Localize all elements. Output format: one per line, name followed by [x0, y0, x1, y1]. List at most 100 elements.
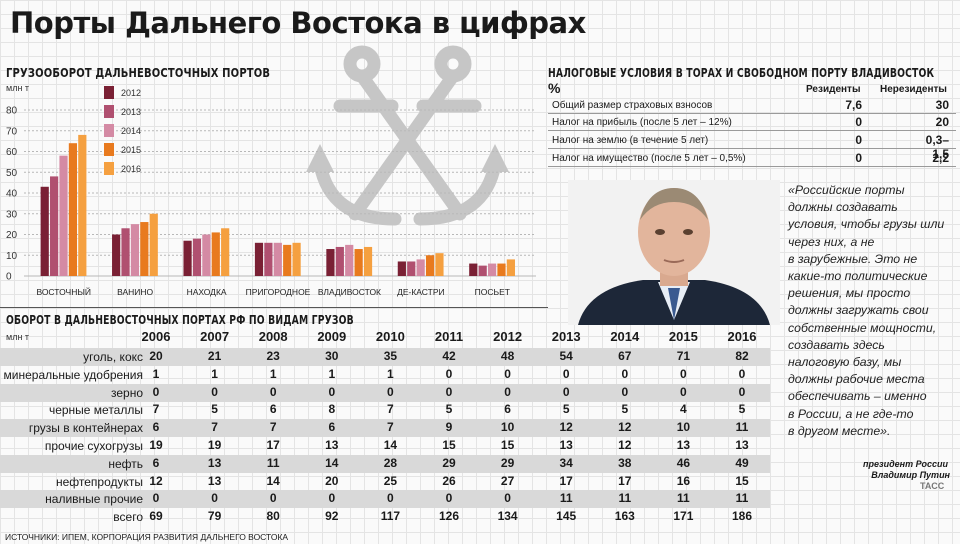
chart-x-labels: ВОСТОЧНЫЙ ВАНИНО НАХОДКА ПРИГОРОДНОЕ ВЛАДИВО… [36, 286, 509, 297]
chart-y-ticks: 0 10 20 30 40 50 60 70 80 [6, 106, 18, 283]
table-cell: 1 [269, 366, 277, 381]
table-cell: 30 [325, 349, 339, 363]
bar [354, 249, 363, 276]
bar [345, 244, 354, 276]
legend-swatch [104, 105, 114, 118]
quote-line: должны рабочие места [788, 372, 925, 387]
table-cell: 5 [621, 402, 629, 417]
table-cell: 1 [211, 366, 218, 381]
table-cell: 12 [618, 438, 632, 452]
table-cell: 7 [387, 420, 394, 435]
bar [40, 186, 49, 276]
tax-row-nonresidents: 20 [935, 115, 949, 129]
table-cell: 17 [559, 473, 573, 488]
table-cell: 0 [504, 384, 511, 399]
legend-swatch [104, 86, 114, 99]
bar [283, 244, 292, 276]
table-cell: 6 [269, 402, 277, 417]
table-cell: 1 [328, 366, 336, 381]
tax-row-label: Налог на имущество (после 5 лет – 0,5%) [552, 153, 746, 164]
tax-row-label: Общий размер страховых взносов [552, 100, 713, 111]
table-cell: 6 [152, 455, 160, 470]
bar [264, 242, 273, 276]
table-cell: 163 [614, 509, 635, 524]
quote-line: через них, а не [788, 234, 875, 249]
table-cell: 12 [149, 473, 163, 488]
divider [0, 307, 548, 308]
tax-row: Налог на имущество (после 5 лет – 0,5%) … [548, 150, 956, 167]
table-cell: 11 [559, 491, 573, 506]
year-header: 2012 [493, 329, 523, 344]
table-cell: 16 [676, 473, 691, 488]
table-cell: 46 [676, 455, 691, 470]
table-cell: 80 [266, 509, 280, 524]
legend-swatch [104, 143, 114, 156]
table-cell: 0 [211, 491, 218, 506]
bar [254, 242, 264, 276]
quote-line: в зарубежные. Это не [788, 251, 918, 266]
row-label: черные металлы [48, 403, 143, 418]
bar [273, 242, 282, 276]
x-tick-label: ВОСТОЧНЫЙ [36, 286, 91, 297]
table-cell: 49 [735, 455, 749, 470]
table-cell: 4 [680, 402, 687, 417]
table-cell: 15 [735, 473, 749, 488]
table-cell: 38 [618, 455, 632, 470]
throughput-title: ГРУЗООБОРОТ ДАЛЬНЕВОСТОЧНЫХ ПОРТОВ [6, 66, 271, 80]
row-label: прочие сухогрузы [44, 439, 143, 453]
cargo-title: ОБОРОТ В ДАЛЬНЕВОСТОЧНЫХ ПОРТАХ РФ ПО ВИ… [6, 313, 354, 327]
page-title: Порты Дальнего Востока в цифрах [10, 6, 586, 40]
legend-label: 2016 [121, 164, 141, 174]
table-cell: 11 [677, 491, 690, 506]
table-cell: 134 [497, 509, 518, 524]
table-cell: 0 [211, 384, 218, 399]
table-cell: 117 [380, 509, 401, 524]
year-header: 2011 [434, 329, 464, 344]
year-header: 2016 [727, 329, 757, 344]
table-cell: 17 [266, 438, 280, 452]
table-cell: 20 [149, 349, 163, 363]
table-cell: 0 [445, 384, 453, 399]
table-cell: 186 [731, 509, 753, 524]
table-cell: 0 [562, 366, 570, 381]
agency-credit: ТАСС [920, 481, 945, 491]
bar [211, 232, 220, 276]
quote-line: в другом месте». [788, 423, 891, 438]
table-row: наливные прочие 0 0 0 0 0 0 0 11 11 11 11 [0, 490, 770, 509]
x-tick-label: ПОСЬЕТ [475, 287, 510, 297]
bar [149, 213, 158, 276]
legend-swatch [104, 162, 114, 175]
quote-line: условия, чтобы грузы шли [788, 217, 945, 232]
quote-attribution-role: президент России [863, 459, 948, 469]
year-header: 2006 [141, 329, 171, 344]
bar [335, 246, 344, 276]
bar [59, 155, 68, 276]
quote-line: собственные мощности, [788, 320, 937, 335]
table-cell: 0 [445, 491, 453, 506]
y-tick-label: 80 [6, 106, 18, 117]
table-row: грузы в контейнерах 6 7 7 6 7 9 10 12 12 10 11 [0, 419, 770, 438]
bar [469, 263, 478, 276]
bar [78, 134, 87, 276]
bar [140, 222, 149, 276]
table-cell: 15 [442, 438, 456, 452]
quote-line: создавать здесь [788, 337, 885, 352]
table-cell: 19 [149, 438, 163, 452]
bar [221, 228, 230, 276]
y-tick-label: 30 [6, 209, 18, 220]
table-cell: 6 [328, 420, 336, 435]
bar [497, 263, 506, 276]
table-cell: 54 [559, 349, 573, 363]
table-cell: 9 [445, 420, 453, 435]
tax-row: Налог на землю (в течение 5 лет) 0 0,3–1… [548, 132, 956, 161]
table-cell: 29 [500, 455, 515, 470]
legend-label: 2012 [121, 88, 141, 98]
table-row: нефть 6 13 11 14 28 29 29 34 38 46 49 [0, 454, 770, 473]
table-cell: 21 [207, 349, 222, 363]
year-header: 2015 [668, 329, 698, 344]
table-cell: 0 [504, 491, 511, 506]
quote-line: в России, а не где-то [788, 406, 914, 421]
crossed-anchors-icon [306, 45, 509, 226]
bar [202, 234, 211, 276]
bar [192, 238, 202, 276]
